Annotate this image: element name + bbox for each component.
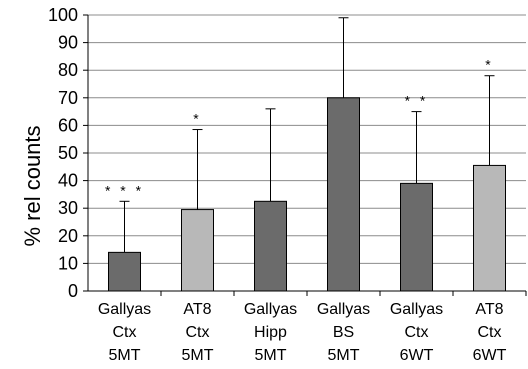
x-category-label: Hipp — [254, 324, 287, 341]
x-category-label: 6WT — [473, 347, 507, 364]
bars — [108, 97, 506, 292]
y-tick-label: 100 — [48, 5, 78, 25]
y-tick-label: 40 — [58, 171, 78, 191]
significance-marker: * — [485, 57, 493, 73]
x-category-label: 6WT — [400, 347, 434, 364]
grid-lines — [88, 14, 526, 264]
x-category-label: Ctx — [113, 324, 137, 341]
bar — [327, 97, 360, 292]
bar — [108, 251, 141, 292]
axes — [83, 14, 527, 296]
significance-marker: * * * — [105, 182, 144, 198]
x-category-label: Ctx — [478, 324, 502, 341]
x-category-label: Ctx — [186, 324, 210, 341]
significance-markers: * * * * * * * — [105, 57, 493, 199]
significance-marker: * * — [405, 93, 429, 109]
x-category-label: Gallyas — [390, 301, 443, 318]
y-tick-label: 0 — [68, 281, 78, 301]
y-tick-label: 20 — [58, 226, 78, 246]
x-category-label: AT8 — [475, 301, 503, 318]
x-category-label: AT8 — [183, 301, 211, 318]
x-category-label: BS — [333, 324, 354, 341]
significance-marker: * — [193, 111, 201, 127]
bar — [254, 200, 287, 292]
bar — [473, 164, 506, 292]
x-category-label: 5MT — [328, 347, 360, 364]
bar — [400, 182, 433, 292]
y-tick-label: 60 — [58, 115, 78, 135]
x-category-label: 5MT — [109, 347, 141, 364]
y-tick-label: 70 — [58, 88, 78, 108]
error-bars — [119, 17, 495, 253]
y-tick-label: 30 — [58, 198, 78, 218]
bar — [181, 209, 214, 292]
y-axis-title: % rel counts — [20, 125, 45, 246]
x-category-label: Gallyas — [98, 301, 151, 318]
x-category-label: Gallyas — [244, 301, 297, 318]
x-category-labels: Gallyas Ctx 5MT AT8 Ctx 5MT Gallyas Hipp 5MT Gall… — [98, 301, 507, 364]
y-tick-label: 80 — [58, 60, 78, 80]
y-tick-labels: 0 10 20 30 40 50 60 70 80 90 100 — [48, 5, 78, 301]
x-category-label: Gallyas — [317, 301, 370, 318]
y-tick-label: 50 — [58, 143, 78, 163]
y-tick-label: 10 — [58, 253, 78, 273]
x-category-label: Ctx — [405, 324, 429, 341]
x-category-label: 5MT — [255, 347, 287, 364]
x-category-label: 5MT — [182, 347, 214, 364]
y-tick-label: 90 — [58, 33, 78, 53]
